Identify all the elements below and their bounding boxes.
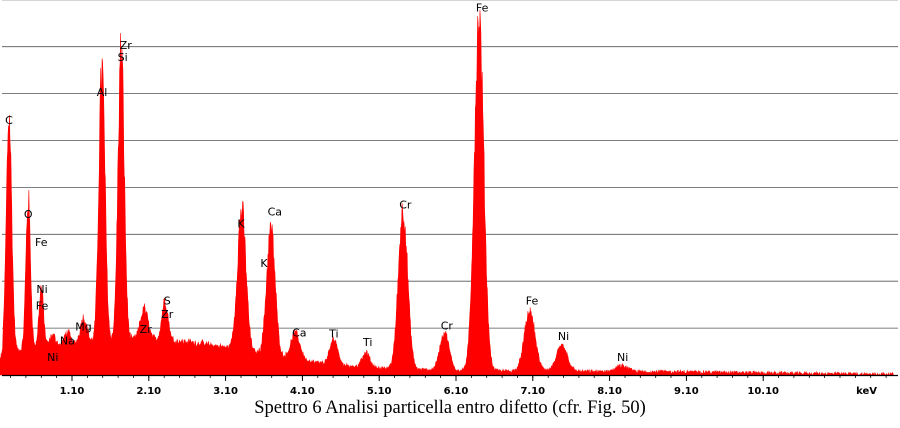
spectrum-series <box>0 9 894 377</box>
peak-label-ca: Ca <box>292 327 306 340</box>
x-tick-label: 8.10 <box>597 386 622 397</box>
peak-label-si: Si <box>118 51 128 64</box>
peak-label-ti: Ti <box>362 336 372 349</box>
peak-label-s: S <box>164 295 171 308</box>
gridlines <box>2 0 898 329</box>
peak-label-zr: Zr <box>161 308 174 321</box>
peak-label-zr: Zr <box>140 323 153 336</box>
peak-label-ni: Ni <box>558 330 569 343</box>
x-tick-label: 1.10 <box>60 386 85 397</box>
x-axis: 1.10 2.10 3.10 4.10 5.10 6.10 7.10 8.10 9.10 10.1… <box>2 374 898 397</box>
peak-label-na: Na <box>60 335 75 348</box>
peak-label-cr: Cr <box>441 320 454 333</box>
peak-label-fe: Fe <box>476 2 489 15</box>
peak-label-k: K <box>237 217 245 230</box>
x-unit-label: keV <box>856 386 877 397</box>
peak-label-k: K <box>260 257 268 270</box>
peak-label-zr: Zr <box>120 39 133 52</box>
peak-label-fe: Fe <box>526 295 539 308</box>
eds-spectrum-chart: 1.10 2.10 3.10 4.10 5.10 6.10 7.10 8.10 9.10 10.1… <box>0 0 898 397</box>
peak-label-al: Al <box>97 86 108 99</box>
peak-label-fe: Fe <box>36 299 49 312</box>
spectrum-area <box>0 9 894 377</box>
peak-label-c: C <box>5 114 13 127</box>
x-tick-label: 4.10 <box>290 386 315 397</box>
x-tick-label: 9.10 <box>674 386 699 397</box>
peak-label-mg: Mg <box>75 320 91 333</box>
peak-label-ni: Ni <box>617 351 628 364</box>
x-tick-label: 6.10 <box>444 386 469 397</box>
x-tick-label: 2.10 <box>136 386 161 397</box>
figure-caption: Spettro 6 Analisi particella entro difet… <box>254 398 646 418</box>
peak-label-fe: Fe <box>35 236 48 249</box>
peak-label-ni: Ni <box>36 283 47 296</box>
peak-label-ti: Ti <box>328 328 338 341</box>
x-tick-label: 10.10 <box>747 386 779 397</box>
x-tick-label: 5.10 <box>367 386 392 397</box>
peak-label-ni: Ni <box>47 351 58 364</box>
peak-label-o: O <box>24 208 33 221</box>
x-tick-label: 3.10 <box>213 386 238 397</box>
x-tick-label: 7.10 <box>520 386 545 397</box>
peak-label-ca: Ca <box>268 206 282 219</box>
peak-label-cr: Cr <box>399 199 412 212</box>
